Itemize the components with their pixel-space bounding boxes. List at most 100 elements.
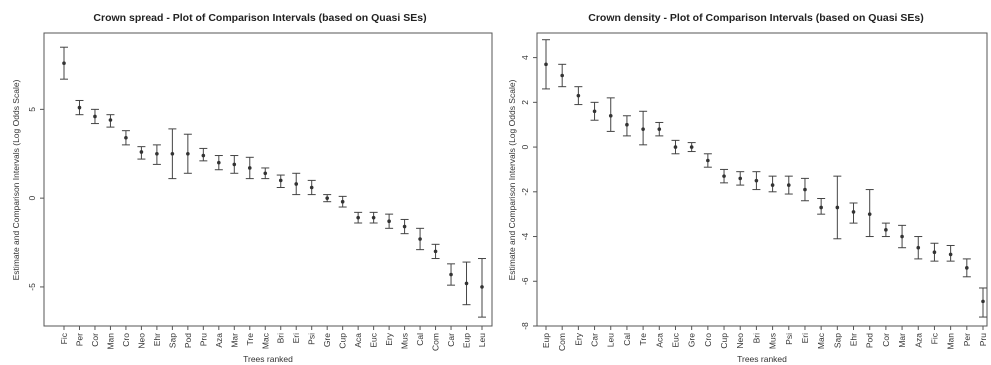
interval-man [946, 244, 955, 262]
x-tick-label: Cro [703, 333, 713, 347]
estimate-point [402, 224, 407, 229]
x-tick-label: Tre [245, 333, 255, 346]
interval-com [558, 63, 567, 88]
x-tick-label: Bri [276, 333, 286, 344]
y-tick-label: -8 [520, 322, 530, 330]
x-tick-label: Eup [462, 333, 472, 348]
interval-cor [90, 108, 99, 125]
crown-spread-chart: Crown spread - Plot of Comparison Interv… [11, 12, 493, 364]
chart-title: Crown density - Plot of Comparison Inter… [588, 12, 923, 24]
estimate-point [186, 151, 190, 156]
interval-per [962, 258, 971, 278]
x-tick-label: Sap [832, 333, 842, 348]
estimate-point [884, 228, 888, 232]
x-tick-label: Cor [881, 333, 891, 347]
chart-title: Crown spread - Plot of Comparison Interv… [93, 12, 426, 24]
estimate-point [689, 145, 694, 149]
estimate-point [217, 160, 221, 165]
interval-eri [800, 177, 809, 202]
x-tick-label: Man [105, 333, 115, 350]
x-tick-label: Car [590, 333, 600, 347]
estimate-point [480, 285, 484, 289]
interval-cup [720, 168, 729, 184]
x-tick-label: Aca [353, 333, 363, 348]
estimate-point [916, 245, 921, 250]
interval-sap [168, 128, 177, 180]
x-axis-label: Trees ranked [737, 354, 787, 364]
interval-eup [542, 39, 550, 90]
interval-euc [369, 211, 378, 224]
x-tick-label: Cup [719, 333, 729, 349]
estimate-point [738, 176, 743, 181]
x-axis-label: Trees ranked [243, 354, 293, 364]
estimate-point [232, 162, 237, 167]
interval-gre [323, 194, 332, 203]
y-axis-label: Estimate and Comparison Intervals (Log O… [11, 79, 21, 280]
estimate-point [803, 187, 807, 192]
estimate-point [770, 183, 775, 187]
x-tick-label: Com [431, 333, 441, 351]
interval-tre [639, 110, 648, 146]
estimate-point [139, 150, 144, 154]
estimate-point [819, 205, 823, 210]
errorbar-marks: -5 0 5 Fic Per Cor Man Cro Neo Ehr Sap Pod Pru Aza Mar… [27, 46, 487, 351]
x-tick-label: Pru [198, 333, 208, 347]
interval-ery [574, 86, 583, 106]
interval-mar [898, 224, 907, 249]
estimate-point [170, 151, 175, 156]
interval-ehr [849, 202, 858, 224]
estimate-point [544, 62, 548, 67]
estimate-point [625, 122, 629, 127]
x-tick-label: Pru [978, 333, 988, 347]
x-tick-label: Mar [897, 333, 907, 348]
interval-pru [199, 147, 208, 162]
y-axis-label: Estimate and Comparison Intervals (Log O… [507, 79, 517, 280]
interval-aza [214, 155, 223, 171]
interval-pod [865, 189, 874, 238]
x-tick-label: Gre [687, 333, 697, 347]
interval-euc [671, 139, 680, 155]
interval-car [590, 101, 599, 121]
estimate-point [263, 171, 268, 176]
interval-cal [622, 115, 631, 137]
estimate-point [592, 109, 597, 114]
x-tick-label: Per [962, 333, 972, 346]
x-tick-label: Man [946, 333, 956, 350]
estimate-point [673, 145, 678, 149]
x-tick-label: Aza [214, 333, 224, 348]
x-tick-label: Ery [573, 332, 583, 346]
interval-fic [60, 46, 68, 80]
estimate-point [657, 127, 662, 131]
x-tick-label: Mac [260, 332, 270, 349]
interval-mac [817, 198, 826, 215]
interval-per [75, 99, 84, 116]
interval-mus [400, 218, 409, 235]
estimate-point [786, 183, 791, 187]
estimate-point [62, 61, 66, 65]
interval-leu [478, 258, 486, 318]
estimate-point [449, 272, 453, 277]
estimate-point [932, 250, 937, 254]
y-tick-label: -2 [520, 188, 530, 196]
interval-eup [462, 261, 471, 306]
interval-ehr [152, 144, 161, 165]
interval-mac [261, 167, 270, 180]
x-tick-label: Cal [415, 333, 425, 346]
interval-pru [979, 287, 987, 318]
x-tick-label: Eri [291, 333, 301, 344]
interval-bri [276, 174, 285, 188]
x-tick-label: Gre [322, 333, 332, 347]
estimate-point [77, 105, 82, 110]
y-tick-label: -4 [520, 232, 530, 240]
x-tick-label: Fic [929, 332, 939, 344]
estimate-point [867, 212, 872, 216]
estimate-point [576, 93, 581, 98]
estimate-point [309, 185, 314, 190]
errorbar-marks: -8 -6 -4 -2 0 2 4 Eup Com Ery Car Leu Cal Tre Aca Euc Gr… [520, 39, 988, 351]
x-tick-label: Ehr [849, 333, 859, 346]
crown-density-chart: Crown density - Plot of Comparison Inter… [507, 12, 988, 364]
estimate-point [371, 215, 376, 220]
interval-neo [736, 171, 745, 186]
y-tick-label: -6 [520, 277, 530, 285]
estimate-point [433, 249, 438, 254]
